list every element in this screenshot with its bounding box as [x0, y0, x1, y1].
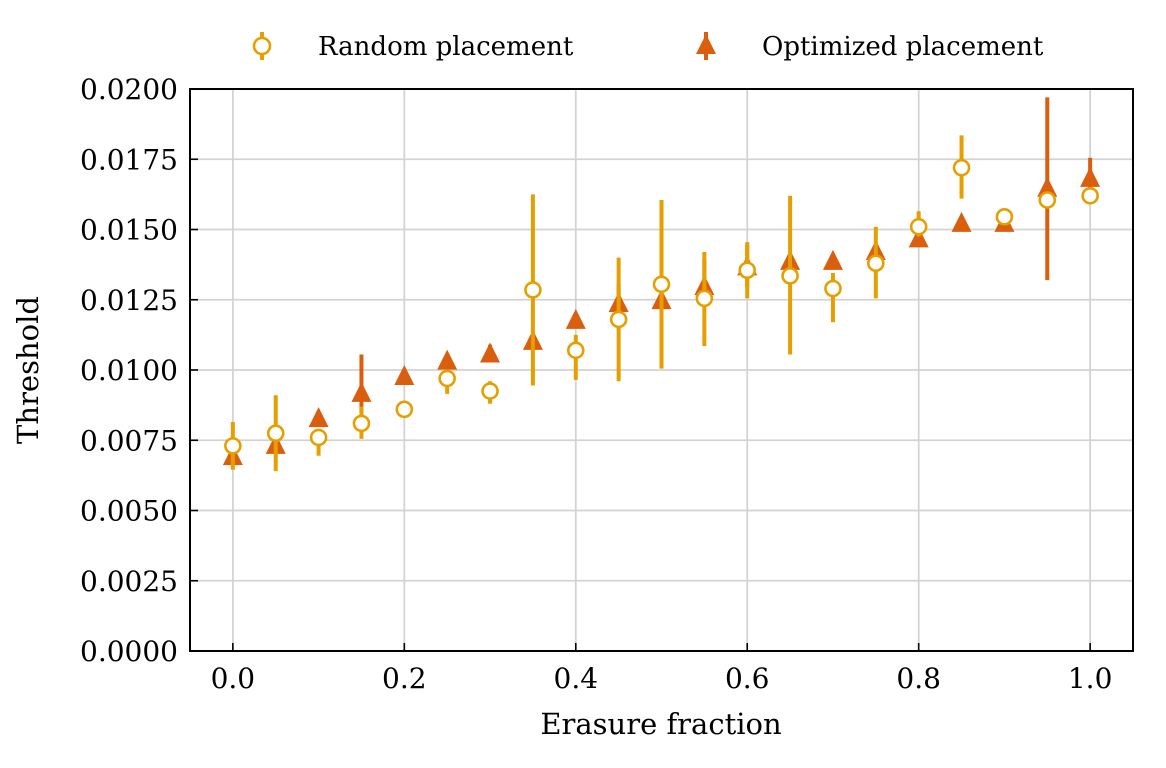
data-point-random — [395, 400, 414, 419]
data-point-optimized — [565, 308, 586, 329]
y-tick-label: 0.0050 — [80, 495, 178, 528]
data-point-random — [995, 208, 1014, 226]
data-point-random — [524, 281, 542, 299]
data-point-random — [481, 382, 499, 400]
data-point-random — [652, 275, 671, 294]
y-tick-label: 0.0175 — [80, 143, 178, 176]
data-point-random — [1081, 186, 1099, 205]
y-tick-label: 0.0100 — [80, 354, 178, 387]
data-point-optimized — [908, 227, 929, 248]
legend-label-random: Random placement — [318, 32, 574, 62]
data-point-random — [781, 267, 799, 285]
y-tick-label: 0.0000 — [80, 635, 178, 668]
plot-frame — [189, 88, 1134, 652]
legend-item-optimized: Optimized placement — [696, 32, 1044, 62]
data-point-optimized — [822, 249, 843, 270]
x-tick-label: 0.0 — [211, 662, 256, 695]
data-point-optimized — [951, 211, 972, 232]
series-random-placement — [224, 135, 1099, 472]
legend: Random placement Optimized placement — [252, 32, 1044, 62]
legend-label-optimized: Optimized placement — [762, 32, 1044, 62]
data-series — [222, 97, 1101, 472]
data-point-random — [695, 289, 714, 308]
data-point-random — [266, 424, 285, 443]
data-point-optimized — [351, 381, 372, 402]
legend-marker-optimized — [696, 34, 716, 54]
data-point-random — [738, 261, 757, 280]
data-point-random — [952, 158, 971, 177]
y-tick-label: 0.0200 — [80, 73, 178, 106]
x-tick-label: 0.2 — [382, 662, 427, 695]
data-point-random — [1038, 191, 1057, 209]
data-point-optimized — [308, 407, 329, 428]
data-point-optimized — [394, 365, 415, 386]
data-point-optimized — [1080, 166, 1101, 187]
y-axis-title: Threshold — [11, 296, 45, 444]
x-tick-label: 0.8 — [896, 662, 941, 695]
x-tick-label: 0.6 — [725, 662, 770, 695]
x-tick-label: 1.0 — [1068, 662, 1113, 695]
data-point-optimized — [1037, 176, 1058, 197]
y-tick-label: 0.0075 — [80, 424, 178, 457]
y-tick-label: 0.0025 — [80, 565, 178, 598]
data-point-optimized — [437, 349, 458, 370]
data-point-random — [867, 254, 885, 273]
legend-item-random: Random placement — [252, 32, 574, 62]
y-tick-label: 0.0150 — [80, 214, 178, 247]
data-point-random — [824, 279, 842, 298]
data-point-random — [909, 217, 928, 236]
tick-labels: 0.0 0.2 0.4 0.6 0.8 1.0 0.0000 0.0025 0.0050 0.00… — [80, 73, 1112, 695]
data-point-random — [352, 414, 371, 433]
x-tick-label: 0.4 — [554, 662, 599, 695]
data-point-optimized — [480, 342, 501, 363]
x-axis-title: Erasure fraction — [540, 707, 781, 741]
data-point-random — [224, 437, 242, 455]
data-point-random — [309, 428, 328, 447]
y-tick-label: 0.0125 — [80, 284, 178, 317]
data-point-random — [566, 341, 585, 360]
legend-marker-random — [252, 36, 272, 56]
data-point-random — [609, 310, 628, 329]
data-point-random — [438, 369, 456, 388]
